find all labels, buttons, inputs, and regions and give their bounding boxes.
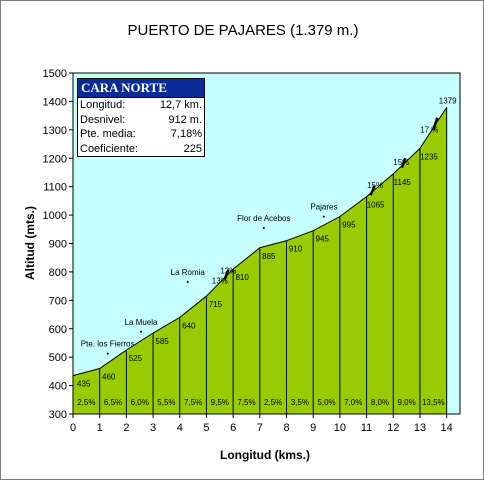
y-tick-label: 1100 [43, 182, 67, 194]
segment-gradient-label: 6,0% [131, 398, 149, 407]
y-tick-label: 1400 [43, 96, 67, 108]
y-tick-label: 300 [49, 409, 67, 421]
segment-gradient-label: 5,0% [317, 398, 335, 407]
place-name-label: Pajares [310, 203, 337, 212]
y-tick-label: 900 [49, 239, 67, 251]
segment-gradient-label: 7,5% [184, 398, 202, 407]
y-tick-label: 1000 [43, 210, 67, 222]
x-tick-label: 11 [361, 422, 372, 434]
x-tick-label: 4 [177, 422, 183, 434]
info-row-coefficient: Coeficiente: 225 [78, 142, 204, 157]
elevation-label: 885 [262, 252, 276, 261]
elevation-label: 1379 [439, 96, 457, 105]
info-row-length: Longitud: 12,7 km. [78, 98, 204, 113]
x-tick-label: 14 [441, 422, 453, 434]
x-tick-label: 5 [203, 422, 209, 434]
info-row-average-gradient: Pte. media: 7,18% [78, 127, 204, 142]
y-tick-label: 1300 [43, 125, 67, 137]
segment-gradient-label: 5,5% [157, 398, 175, 407]
segment-gradient-label: 8,0% [371, 398, 389, 407]
y-tick-label: 1500 [43, 68, 67, 80]
info-box: CARA NORTE Longitud: 12,7 km. Desnivel: … [77, 78, 205, 157]
place-marker [106, 352, 109, 355]
steep-ramp-mark [369, 185, 376, 196]
y-tick-label: 1200 [43, 153, 67, 165]
y-tick-label: 600 [49, 324, 67, 336]
x-tick-label: 7 [257, 422, 263, 434]
steep-ramp-mark [432, 117, 439, 131]
steep-ramp-mark [223, 269, 230, 281]
elevation-label: 1065 [367, 201, 385, 210]
steep-ramp-mark [400, 157, 407, 169]
plot-area: 3004005006007008009001000110012001300140… [43, 68, 461, 434]
elevation-label: 525 [129, 354, 143, 363]
segment-gradient-label: 3,5% [291, 398, 309, 407]
x-axis-label: Longitud (kms.) [220, 448, 310, 462]
elevation-label: 435 [77, 380, 91, 389]
segment-gradient-label: 9,5% [211, 398, 229, 407]
elevation-label: 910 [289, 245, 303, 254]
elevation-label: 810 [235, 273, 249, 282]
segment-gradient-label: 2,5% [77, 398, 95, 407]
place-marker [140, 330, 143, 333]
y-tick-label: 700 [49, 295, 67, 307]
y-tick-label: 800 [49, 267, 67, 279]
info-value: 7,18% [170, 128, 202, 140]
segment-gradient-label: 7,0% [344, 398, 362, 407]
place-marker [186, 281, 189, 284]
place-marker [322, 215, 325, 218]
x-tick-label: 1 [97, 422, 103, 434]
x-tick-label: 0 [70, 422, 76, 434]
info-label: Desnivel: [80, 113, 126, 126]
info-row-elevation-gain: Desnivel: 912 m. [78, 113, 204, 128]
place-name-label: La Romia [171, 268, 206, 277]
ramp-gradient-label: 17 % [420, 126, 438, 135]
info-label: Pte. media: [80, 128, 136, 140]
segment-gradient-label: 9,0% [398, 398, 416, 407]
info-value: 225 [183, 142, 202, 155]
x-tick-label: 12 [387, 422, 399, 434]
place-name-label: La Muela [125, 318, 158, 327]
elevation-label: 995 [342, 221, 356, 230]
segment-gradient-label: 2,5% [264, 398, 282, 407]
info-label: Longitud: [80, 99, 126, 111]
info-box-title: CARA NORTE [78, 79, 204, 98]
ramp-gradient-label: 15% [393, 158, 409, 167]
elevation-label: 715 [209, 300, 223, 309]
elevation-label: 1145 [394, 178, 412, 187]
x-tick-label: 10 [334, 422, 346, 434]
x-tick-label: 3 [150, 422, 156, 434]
place-name-label: Pte. los Fierros [81, 340, 135, 349]
ramp-gradient-label: 13% [212, 276, 228, 285]
chart-title: PUERTO DE PAJARES (1.379 m.) [128, 22, 359, 39]
y-tick-label: 500 [49, 352, 67, 364]
elevation-label: 460 [102, 373, 116, 382]
ramp-gradient-label: 15% [367, 181, 383, 190]
elevation-label: 640 [182, 321, 196, 330]
segment-gradient-label: 13,5% [422, 398, 445, 407]
x-tick-label: 2 [123, 422, 129, 434]
profile-line [72, 107, 448, 377]
y-axis-label: Altitud (mts.) [23, 206, 37, 280]
elevation-label: 945 [316, 235, 330, 244]
y-tick-label: 400 [49, 381, 67, 393]
x-tick-label: 13 [414, 422, 426, 434]
place-marker [262, 227, 265, 230]
info-label: Coeficiente: [80, 142, 139, 155]
x-tick-label: 6 [230, 422, 236, 434]
info-value: 912 m. [168, 113, 202, 126]
elevation-label: 1235 [420, 152, 438, 161]
segment-gradient-label: 7,5% [237, 398, 255, 407]
elevation-label: 585 [155, 337, 169, 346]
segment-gradient-label: 6,5% [104, 398, 122, 407]
place-name-label: Flor de Acebos [237, 214, 290, 223]
x-tick-label: 9 [310, 422, 316, 434]
info-value: 12,7 km. [159, 99, 202, 111]
x-tick-label: 8 [283, 422, 289, 434]
